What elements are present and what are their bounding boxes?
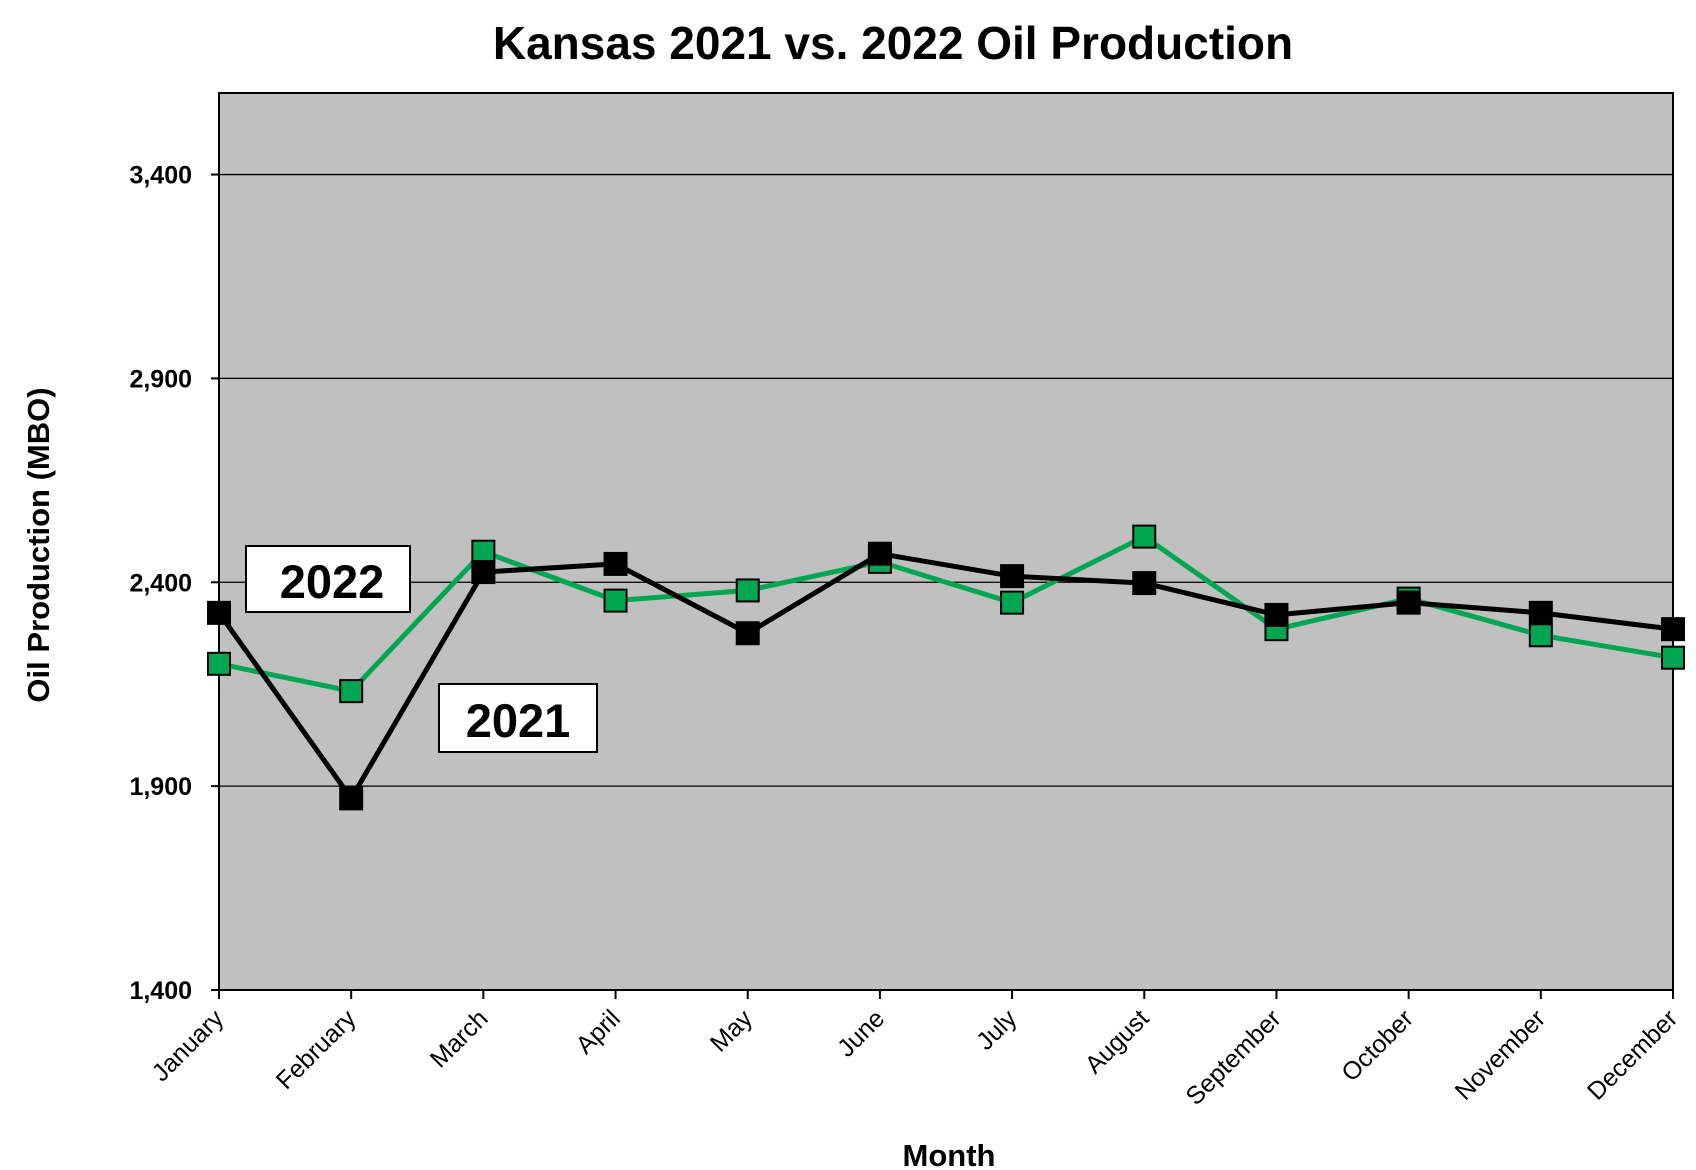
- x-tick-label: February: [271, 1004, 362, 1095]
- series-label-2022-text: 2022: [280, 555, 385, 608]
- data-point-2022: [603, 588, 628, 613]
- data-point-2021: [1661, 617, 1685, 642]
- x-tick-label: May: [705, 1004, 759, 1058]
- x-tick-label: April: [571, 1004, 626, 1059]
- x-tick-label: November: [1450, 1004, 1551, 1105]
- y-axis: 1,400 1,900 2,400 2,900 3,400: [129, 162, 219, 1005]
- data-point-2022: [207, 651, 231, 676]
- y-axis-title: Oil Production (MBO): [21, 387, 56, 702]
- y-tick-label: 2,400: [129, 569, 192, 597]
- x-tick-label: September: [1180, 1004, 1286, 1110]
- data-point-2021: [1000, 564, 1025, 589]
- data-point-2022: [1661, 645, 1685, 670]
- y-tick-label: 2,900: [129, 365, 192, 393]
- data-point-2021: [603, 551, 628, 576]
- data-point-2022: [1528, 623, 1553, 648]
- x-tick-label: August: [1080, 1004, 1155, 1079]
- x-tick-label: July: [971, 1004, 1023, 1056]
- y-tick-label: 1,900: [129, 773, 192, 801]
- data-point-2021: [1264, 602, 1289, 627]
- x-tick-label: December: [1582, 1004, 1683, 1105]
- data-point-2021: [867, 541, 892, 566]
- y-tick-label: 3,400: [129, 162, 192, 190]
- data-point-2021: [1528, 600, 1553, 625]
- data-point-2022: [339, 679, 364, 704]
- x-tick-label: January: [147, 1004, 230, 1087]
- x-axis: January February March April May June July Augu…: [147, 989, 1683, 1111]
- data-point-2022: [1132, 524, 1157, 549]
- data-point-2021: [1132, 571, 1157, 596]
- data-point-2021: [471, 560, 496, 585]
- x-axis-title: Month: [903, 1138, 996, 1170]
- series-lines: [216, 534, 1674, 801]
- gridlines: [219, 173, 1673, 787]
- data-point-2021: [1396, 590, 1421, 615]
- x-tick-label: March: [425, 1004, 494, 1073]
- series-label-2021: 2021: [438, 683, 598, 753]
- series-label-2022: 2022: [245, 545, 411, 613]
- data-point-2022: [471, 539, 496, 564]
- plot-area: [218, 92, 1674, 991]
- series-line-2021: [216, 551, 1674, 801]
- data-point-2021: [735, 621, 760, 646]
- series-markers: [207, 524, 1685, 811]
- data-point-2021: [207, 600, 231, 625]
- x-tick-label: June: [832, 1004, 890, 1062]
- data-point-2022: [1000, 590, 1025, 615]
- data-point-2022: [735, 578, 760, 603]
- x-tick-label: October: [1336, 1004, 1419, 1087]
- y-tick-label: 1,400: [129, 977, 192, 1005]
- chart-title: Kansas 2021 vs. 2022 Oil Production: [493, 17, 1293, 69]
- data-point-2021: [339, 786, 364, 811]
- series-label-2021-text: 2021: [466, 694, 571, 747]
